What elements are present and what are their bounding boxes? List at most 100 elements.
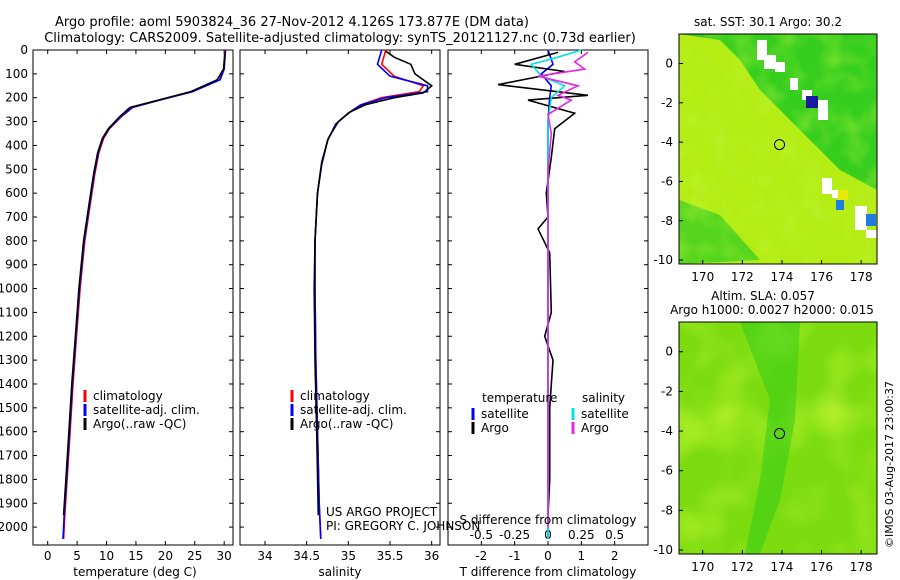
series-line <box>314 49 429 540</box>
project-label: US ARGO PROJECT <box>326 505 438 519</box>
y-tick-label: 900 <box>5 258 28 272</box>
map-y-tick-label: -2 <box>661 384 673 398</box>
series-line <box>313 50 434 516</box>
sla-map-panel: Altim. SLA: 0.057 Argo h1000: 0.0027 h20… <box>653 289 878 574</box>
y-tick-label: 1900 <box>0 496 28 510</box>
x-tick-label: 0 <box>544 549 552 563</box>
legend-label: Argo(..raw -QC) <box>93 417 186 431</box>
y-tick-label: 1500 <box>0 401 28 415</box>
x-tick-label: 34.5 <box>293 549 320 563</box>
temperature-xlabel: temperature (deg C) <box>73 565 196 579</box>
imos-timestamp: ©IMOS 03-Aug-2017 23:00:37 <box>883 381 896 548</box>
map-x-tick-label: 178 <box>850 560 873 574</box>
y-tick-label: 400 <box>5 138 28 152</box>
series-line <box>529 49 582 539</box>
legend-label: satellite-adj. clim. <box>93 403 200 417</box>
sst-map-panel: sat. SST: 30.1 Argo: 30.2 170 172 174 176 17… <box>653 15 878 284</box>
s-difference-label: S difference from climatology <box>460 513 637 527</box>
x-tick-label: 35.5 <box>377 549 404 563</box>
y-tick-label: 2000 <box>0 520 28 534</box>
legend-label: Argo(..raw -QC) <box>300 417 393 431</box>
y-tick-label: 700 <box>5 210 28 224</box>
top-x-tick-label: -0.5 <box>470 528 493 542</box>
x-tick-label: 34 <box>257 549 272 563</box>
temperature-panel: 0100200300400500600700800900100011001200… <box>0 43 234 579</box>
legend-label: climatology <box>300 389 370 403</box>
x-tick-label: 2 <box>611 549 619 563</box>
map-x-tick-label: 172 <box>731 270 754 284</box>
x-tick-label: 5 <box>73 549 81 563</box>
map-y-tick-label: -4 <box>661 424 673 438</box>
salinity-plot-frame <box>239 49 441 546</box>
y-tick-label: 1100 <box>0 305 28 319</box>
y-tick-label: 1300 <box>0 353 28 367</box>
map-x-tick-label: 170 <box>691 560 714 574</box>
y-tick-label: 1800 <box>0 472 28 486</box>
series-line <box>62 49 226 540</box>
x-tick-label: 0 <box>44 549 52 563</box>
map-y-tick-label: 0 <box>665 345 673 359</box>
difference-panel: -2 -1 0 1 2-0.5 -0.25 0 0.25 0.5 S difference fr… <box>447 49 649 579</box>
pi-label: PI: GREGORY C. JOHNSON <box>326 519 480 533</box>
y-tick-label: 1400 <box>0 377 28 391</box>
map-y-tick-label: -10 <box>653 253 673 267</box>
y-tick-label: 1700 <box>0 449 28 463</box>
legend-label: satellite-adj. clim. <box>300 403 407 417</box>
map-x-tick-label: 176 <box>810 560 833 574</box>
top-x-tick-label: 0.5 <box>605 528 624 542</box>
map-x-tick-label: 174 <box>771 270 794 284</box>
sla-map-subtitle: Argo h1000: 0.0027 h2000: 0.015 <box>670 303 874 317</box>
series-line <box>314 49 425 540</box>
y-tick-label: 0 <box>20 43 28 57</box>
y-tick-label: 200 <box>5 91 28 105</box>
sst-map-title: sat. SST: 30.1 Argo: 30.2 <box>694 15 842 29</box>
legend-label: Argo <box>481 421 509 435</box>
sst-map-blue-cell <box>806 96 818 108</box>
map-y-tick-label: -8 <box>661 214 673 228</box>
map-y-tick-label: -6 <box>661 464 673 478</box>
map-x-tick-label: 172 <box>731 560 754 574</box>
top-x-tick-label: -0.25 <box>499 528 530 542</box>
map-y-tick-label: -8 <box>661 503 673 517</box>
x-tick-label: 20 <box>158 549 173 563</box>
sla-map-frame <box>678 321 878 555</box>
x-tick-label: 1 <box>578 549 586 563</box>
map-y-tick-label: 0 <box>665 56 673 70</box>
difference-legend: temperature salinitysatelliteArgosatellit… <box>471 391 629 435</box>
sst-map-blue-cell-3 <box>866 214 876 226</box>
legend-label: climatology <box>93 389 163 403</box>
x-tick-label: -2 <box>475 549 487 563</box>
map-x-tick-label: 170 <box>691 270 714 284</box>
salinity-panel: 34 34.5 35 35.5 36 salinity climatologysatel… <box>239 49 480 579</box>
temperature-plot-frame <box>32 49 234 546</box>
y-tick-label: 300 <box>5 115 28 129</box>
legend-heading-temperature: temperature <box>482 391 557 405</box>
x-tick-label: 10 <box>99 549 114 563</box>
map-x-tick-label: 174 <box>771 560 794 574</box>
legend-heading-salinity: salinity <box>582 391 625 405</box>
map-y-tick-label: -2 <box>661 96 673 110</box>
figure-subtitle: Climatology: CARS2009. Satellite-adjuste… <box>44 31 636 46</box>
legend-label: satellite <box>581 407 629 421</box>
y-tick-label: 500 <box>5 162 28 176</box>
t-difference-label: T difference from climatology <box>459 565 637 579</box>
y-tick-label: 800 <box>5 234 28 248</box>
y-tick-label: 100 <box>5 67 28 81</box>
sla-float-marker <box>774 428 786 440</box>
sst-float-marker <box>774 139 786 151</box>
series-line <box>62 49 227 540</box>
series-line <box>497 51 589 516</box>
figure-title: Argo profile: aoml 5903824_36 27-Nov-201… <box>55 15 529 30</box>
legend-label: Argo <box>581 421 609 435</box>
x-tick-label: 15 <box>128 549 143 563</box>
legend-label: satellite <box>481 407 529 421</box>
series-line <box>537 51 589 528</box>
y-tick-label: 1000 <box>0 282 28 296</box>
top-x-tick-label: 0.25 <box>568 528 595 542</box>
x-tick-label: 30 <box>217 549 232 563</box>
sla-map-title: Altim. SLA: 0.057 <box>711 289 815 303</box>
x-tick-label: 25 <box>187 549 202 563</box>
